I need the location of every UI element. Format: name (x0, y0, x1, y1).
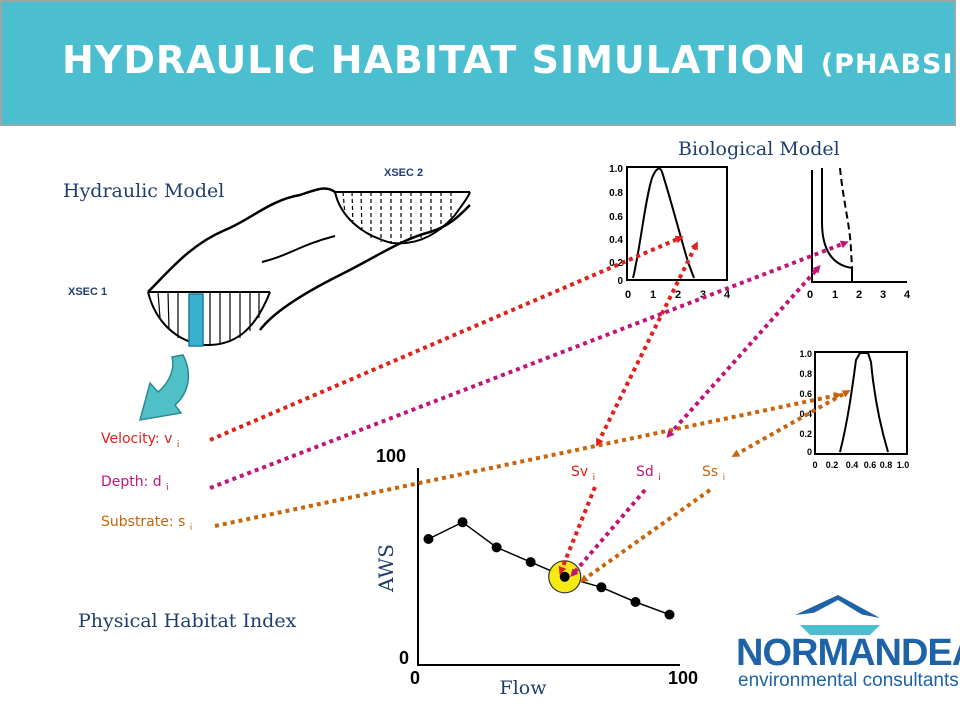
bio3-ytick: 0 (807, 447, 812, 457)
xsec1-verticals (157, 291, 260, 345)
aws-ylabel: AWS (374, 544, 398, 593)
normandeau-logo-icon (795, 595, 880, 635)
bio1-ytick: 0 (617, 276, 623, 287)
aws-data-point (559, 571, 570, 582)
sv-chart-arrow (558, 486, 597, 575)
bio3-ytick: 1.0 (799, 349, 812, 359)
depth-arrow (209, 240, 849, 490)
aws-data-point (457, 517, 468, 528)
bio3-xtick: 0.4 (846, 460, 859, 470)
ss-bio-arrow (731, 390, 851, 457)
aws-data-point (596, 582, 607, 593)
curved-arrow-icon (138, 354, 190, 421)
aws-data-points (423, 517, 675, 620)
substrate-arrow (214, 391, 842, 528)
sv-label: Sv i (571, 464, 596, 483)
xsec2-label: XSEC 2 (384, 167, 424, 179)
bio3-ytick: 0.6 (799, 389, 812, 399)
bio-chart-depth: 0 1 2 3 4 (807, 167, 911, 301)
ss-chart-arrow (579, 488, 712, 583)
bio3-xtick: 0.2 (826, 460, 839, 470)
bio2-xtick: 4 (904, 289, 911, 301)
aws-data-point (491, 542, 502, 553)
velocity-label: Velocity: v i (101, 431, 180, 450)
bio1-xtick: 0 (625, 289, 631, 301)
aws-flow-chart: 100 0 0 100 AWS Flow (374, 446, 698, 699)
bio2-xtick: 0 (807, 289, 813, 301)
bio2-xtick: 2 (856, 289, 862, 301)
bio1-ytick: 0.6 (609, 212, 623, 223)
bio1-ytick: 0.4 (609, 235, 623, 246)
aws-data-point (423, 534, 434, 544)
bio1-ytick: 1.0 (609, 164, 623, 175)
bio3-xtick: 0.6 (864, 460, 877, 470)
depth-label: Depth: d i (101, 474, 169, 493)
sd-label: Sd i (636, 464, 661, 483)
bio3-xtick: 0.8 (880, 460, 893, 470)
ss-label: Ss i (702, 464, 726, 483)
page-title: HYDRAULIC HABITAT SIMULATION (PHABSIM) (62, 38, 960, 82)
velocity-arrow (209, 235, 684, 442)
sd-bio-arrow (666, 265, 821, 438)
bio1-xtick: 4 (724, 289, 731, 301)
highlight-cell (188, 293, 204, 347)
biological-model-label: Biological Model (678, 138, 840, 160)
bio2-xtick: 3 (880, 289, 886, 301)
hydraulic-model-label: Hydraulic Model (63, 180, 225, 202)
sv-bio-arrow (596, 241, 698, 447)
bio1-xtick: 2 (675, 289, 681, 301)
river-reach-drawing (147, 187, 471, 347)
aws-x-right-tick: 100 (668, 668, 698, 688)
xsec2-verticals (342, 191, 452, 243)
bio1-ytick: 0.8 (609, 188, 623, 199)
connector-arrows (209, 235, 851, 583)
logo-tagline: environmental consultants (738, 670, 959, 691)
substrate-label: Substrate: s i (101, 514, 193, 533)
sd-chart-arrow (570, 488, 647, 578)
bio3-ytick: 0.8 (799, 369, 812, 379)
aws-x-left-tick: 0 (410, 668, 420, 688)
aws-data-point (630, 597, 641, 607)
aws-curve (428, 521, 670, 616)
bio1-xtick: 1 (650, 289, 656, 301)
aws-data-point (525, 557, 536, 568)
aws-data-point (664, 609, 675, 620)
physical-habitat-index-label: Physical Habitat Index (78, 610, 297, 632)
bio3-ytick: 0.2 (799, 429, 812, 439)
aws-xlabel: Flow (500, 677, 548, 699)
bio2-xtick: 1 (832, 289, 838, 301)
aws-y-top-tick: 100 (376, 446, 406, 466)
aws-y-bottom-tick: 0 (399, 648, 409, 668)
bio-chart-velocity: 1.0 0.8 0.6 0.4 0.2 0 0 1 2 3 4 (609, 164, 731, 301)
bio3-xtick: 1.0 (897, 460, 910, 470)
chart-axes (417, 468, 680, 666)
bio3-xtick: 0 (812, 460, 817, 470)
bio-chart-substrate: 1.0 0.8 0.6 0.4 0.2 0 0 0.2 0.4 0.6 0.8 … (799, 349, 909, 470)
logo-wordmark: NORMANDEAU (736, 632, 960, 674)
xsec1-label: XSEC 1 (68, 286, 108, 298)
title-banner: HYDRAULIC HABITAT SIMULATION (PHABSIM) (0, 0, 960, 126)
